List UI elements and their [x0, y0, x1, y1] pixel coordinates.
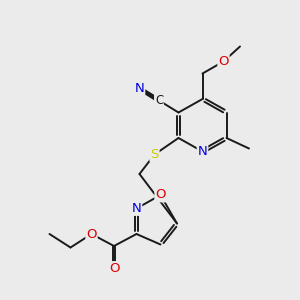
Text: O: O: [109, 262, 119, 275]
Text: N: N: [198, 145, 207, 158]
Text: O: O: [218, 55, 229, 68]
Text: O: O: [155, 188, 166, 202]
Text: N: N: [132, 202, 141, 215]
Text: N: N: [135, 82, 144, 95]
Text: S: S: [150, 148, 159, 161]
Text: O: O: [86, 227, 97, 241]
Text: C: C: [155, 94, 163, 107]
